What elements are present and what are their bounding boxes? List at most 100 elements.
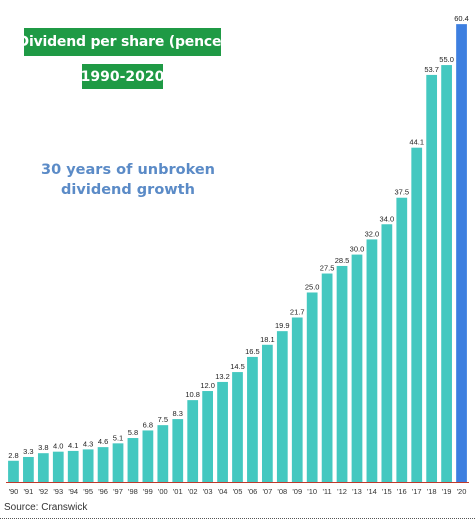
x-tick-label-'01: '01	[173, 487, 183, 496]
data-label-'94: 4.1	[68, 441, 78, 450]
bar-'93	[52, 451, 64, 482]
bar-'08	[276, 331, 288, 482]
data-label-'09: 21.7	[290, 308, 305, 317]
data-label-'99: 6.8	[143, 420, 153, 429]
data-label-'97: 5.1	[113, 433, 123, 442]
x-tick-label-'97: '97	[113, 487, 123, 496]
x-tick-label-'92: '92	[38, 487, 48, 496]
data-label-'98: 5.8	[128, 428, 138, 437]
x-tick-label-'03: '03	[203, 487, 213, 496]
x-tick-label-'08: '08	[277, 487, 287, 496]
data-label-'20: 60.4	[454, 14, 469, 23]
data-label-'11: 27.5	[320, 264, 335, 273]
bar-'03	[202, 391, 213, 482]
bar-'95	[82, 449, 94, 482]
data-label-'12: 28.5	[335, 256, 350, 265]
source-note: Source: Cranswick	[4, 502, 88, 513]
x-tick-label-'02: '02	[188, 487, 198, 496]
x-tick-label-'12: '12	[337, 487, 347, 496]
x-tick-label-'19: '19	[442, 487, 452, 496]
chart-subtitle: 1990-2020	[81, 64, 164, 89]
x-tick-label-'93: '93	[53, 487, 63, 496]
bar-'14	[366, 239, 378, 482]
data-label-'90: 2.8	[8, 451, 18, 460]
x-tick-label-'00: '00	[158, 487, 168, 496]
bar-'02	[187, 400, 199, 482]
bar-'11	[321, 273, 333, 482]
data-label-'91: 3.3	[23, 447, 33, 456]
x-tick-label-'04: '04	[218, 487, 228, 496]
data-label-'93: 4.0	[53, 442, 63, 451]
x-tick-label-'07: '07	[262, 487, 272, 496]
bar-'09	[291, 317, 303, 482]
bar-'06	[247, 356, 258, 482]
data-label-'01: 8.3	[173, 409, 183, 418]
annotation-line-1: 30 years of unbroken	[41, 162, 215, 178]
x-tick-label-'90: '90	[9, 487, 19, 496]
bar-'20	[456, 24, 467, 482]
data-label-'08: 19.9	[275, 321, 290, 330]
bar-'98	[127, 438, 139, 482]
x-tick-label-'95: '95	[83, 487, 93, 496]
bar-'01	[172, 419, 184, 482]
annotation-line-2: dividend growth	[61, 182, 195, 198]
data-label-'15: 34.0	[380, 214, 395, 223]
bar-'94	[67, 450, 79, 482]
bar-'16	[396, 197, 408, 483]
x-tick-label-'94: '94	[68, 487, 78, 496]
x-tick-label-'20: '20	[457, 487, 467, 496]
data-label-'16: 37.5	[394, 188, 409, 197]
bar-'96	[97, 447, 109, 482]
chart-title: Dividend per share (pence)	[18, 28, 228, 56]
bar-'12	[336, 265, 348, 482]
bar-'15	[381, 224, 393, 482]
data-label-'96: 4.6	[98, 437, 108, 446]
data-label-'03: 12.0	[200, 381, 215, 390]
x-tick-label-'98: '98	[128, 487, 138, 496]
data-label-'14: 32.0	[365, 229, 380, 238]
data-label-'00: 7.5	[158, 415, 168, 424]
x-tick-label-'15: '15	[382, 487, 392, 496]
x-tick-label-'05: '05	[233, 487, 243, 496]
x-tick-label-'96: '96	[98, 487, 108, 496]
bar-'13	[351, 254, 363, 482]
x-tick-label-'13: '13	[352, 487, 362, 496]
data-label-'04: 13.2	[215, 372, 230, 381]
data-label-'06: 16.5	[245, 347, 260, 356]
chart-annotation: 30 years of unbroken dividend growth	[28, 160, 228, 200]
bar-'10	[306, 292, 318, 482]
x-tick-label-'11: '11	[323, 487, 332, 496]
bar-'07	[261, 344, 273, 482]
x-tick-label-'06: '06	[248, 487, 258, 496]
bar-'05	[232, 372, 243, 482]
bar-'90	[8, 460, 19, 482]
x-tick-label-'18: '18	[427, 487, 437, 496]
footer-divider	[0, 518, 475, 519]
x-tick-label-'91: '91	[24, 487, 34, 496]
data-label-'07: 18.1	[260, 335, 275, 344]
bar-'97	[112, 443, 124, 482]
data-label-'19: 55.0	[439, 55, 454, 64]
data-label-'17: 44.1	[409, 138, 424, 147]
x-tick-label-'17: '17	[412, 487, 422, 496]
x-tick-label-'10: '10	[307, 487, 317, 496]
x-tick-label-'09: '09	[292, 487, 302, 496]
bar-'19	[441, 65, 452, 482]
bar-'91	[23, 456, 34, 482]
bar-'18	[426, 74, 438, 483]
data-label-'95: 4.3	[83, 439, 93, 448]
data-label-'10: 25.0	[305, 282, 320, 291]
data-label-'05: 14.5	[230, 362, 245, 371]
bar-'17	[411, 147, 423, 482]
bar-'92	[37, 453, 49, 482]
bar-'99	[142, 430, 154, 482]
data-label-'02: 10.8	[185, 390, 200, 399]
bar-'04	[217, 381, 228, 482]
data-label-'13: 30.0	[350, 245, 365, 254]
bar-'00	[157, 425, 169, 482]
x-tick-label-'14: '14	[367, 487, 377, 496]
x-tick-label-'99: '99	[143, 487, 153, 496]
data-label-'18: 53.7	[424, 65, 439, 74]
x-tick-label-'16: '16	[397, 487, 407, 496]
